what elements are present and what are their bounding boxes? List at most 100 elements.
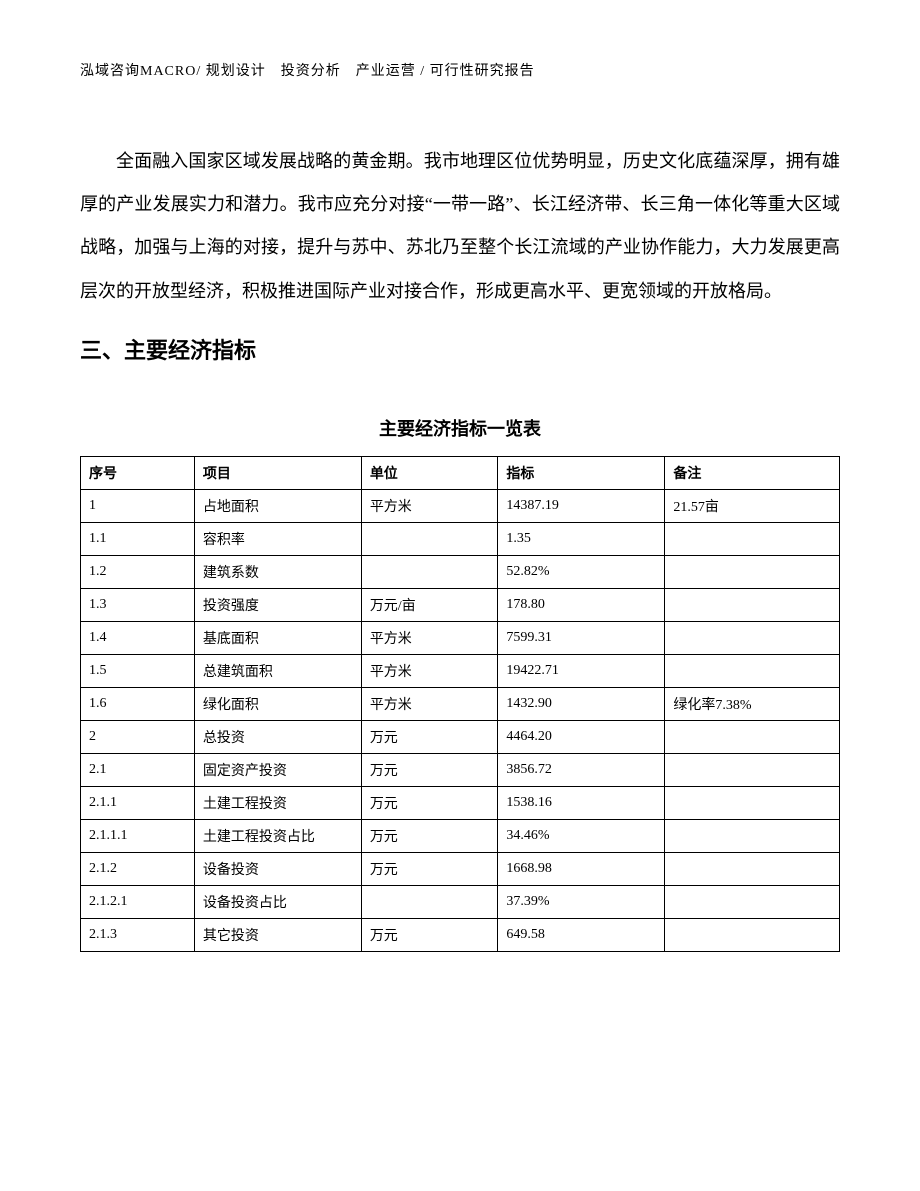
- table-row: 1 占地面积 平方米 14387.19 21.57亩: [81, 489, 840, 522]
- cell-indicator: 34.46%: [498, 819, 665, 852]
- cell-seq: 1.1: [81, 522, 195, 555]
- cell-note: [665, 819, 840, 852]
- table-row: 2.1 固定资产投资 万元 3856.72: [81, 753, 840, 786]
- table-row: 2.1.1.1 土建工程投资占比 万元 34.46%: [81, 819, 840, 852]
- cell-indicator: 37.39%: [498, 885, 665, 918]
- table-title-text: 主要经济指标一览表: [379, 419, 541, 439]
- table-row: 1.3 投资强度 万元/亩 178.80: [81, 588, 840, 621]
- col-header-indicator: 指标: [498, 456, 665, 489]
- cell-item: 建筑系数: [194, 555, 361, 588]
- cell-unit: 万元: [361, 918, 498, 951]
- table-row: 2.1.3 其它投资 万元 649.58: [81, 918, 840, 951]
- cell-seq: 2.1.2: [81, 852, 195, 885]
- cell-unit: 平方米: [361, 687, 498, 720]
- cell-indicator: 7599.31: [498, 621, 665, 654]
- cell-note: [665, 786, 840, 819]
- cell-note: [665, 654, 840, 687]
- cell-note: [665, 720, 840, 753]
- cell-indicator: 1.35: [498, 522, 665, 555]
- cell-note: [665, 918, 840, 951]
- cell-seq: 1: [81, 489, 195, 522]
- cell-indicator: 14387.19: [498, 489, 665, 522]
- cell-item: 容积率: [194, 522, 361, 555]
- cell-item: 绿化面积: [194, 687, 361, 720]
- cell-seq: 1.6: [81, 687, 195, 720]
- table-row: 2.1.2 设备投资 万元 1668.98: [81, 852, 840, 885]
- cell-note: 绿化率7.38%: [665, 687, 840, 720]
- cell-unit: 万元: [361, 852, 498, 885]
- cell-item: 总建筑面积: [194, 654, 361, 687]
- table-row: 1.5 总建筑面积 平方米 19422.71: [81, 654, 840, 687]
- cell-item: 占地面积: [194, 489, 361, 522]
- cell-item: 设备投资: [194, 852, 361, 885]
- cell-indicator: 19422.71: [498, 654, 665, 687]
- cell-item: 固定资产投资: [194, 753, 361, 786]
- col-header-unit: 单位: [361, 456, 498, 489]
- section-heading: 三、主要经济指标: [80, 333, 840, 365]
- cell-unit: [361, 885, 498, 918]
- table-row: 1.1 容积率 1.35: [81, 522, 840, 555]
- cell-unit: 平方米: [361, 654, 498, 687]
- cell-seq: 2.1.3: [81, 918, 195, 951]
- cell-unit: 万元: [361, 753, 498, 786]
- cell-indicator: 1668.98: [498, 852, 665, 885]
- section-heading-text: 三、主要经济指标: [80, 338, 256, 363]
- cell-item: 土建工程投资占比: [194, 819, 361, 852]
- cell-note: [665, 522, 840, 555]
- table-row: 2.1.2.1 设备投资占比 37.39%: [81, 885, 840, 918]
- cell-unit: 万元: [361, 819, 498, 852]
- cell-seq: 1.3: [81, 588, 195, 621]
- cell-item: 其它投资: [194, 918, 361, 951]
- table-body: 1 占地面积 平方米 14387.19 21.57亩 1.1 容积率 1.35 …: [81, 489, 840, 951]
- cell-seq: 1.4: [81, 621, 195, 654]
- cell-seq: 2.1: [81, 753, 195, 786]
- table-header-row: 序号 项目 单位 指标 备注: [81, 456, 840, 489]
- cell-indicator: 52.82%: [498, 555, 665, 588]
- cell-unit: 万元: [361, 786, 498, 819]
- cell-item: 基底面积: [194, 621, 361, 654]
- cell-unit: 平方米: [361, 621, 498, 654]
- col-header-item: 项目: [194, 456, 361, 489]
- cell-unit: [361, 522, 498, 555]
- cell-seq: 2.1.1.1: [81, 819, 195, 852]
- cell-indicator: 178.80: [498, 588, 665, 621]
- economic-indicators-table: 序号 项目 单位 指标 备注 1 占地面积 平方米 14387.19 21.57…: [80, 456, 840, 952]
- cell-unit: 平方米: [361, 489, 498, 522]
- body-paragraph: 全面融入国家区域发展战略的黄金期。我市地理区位优势明显，历史文化底蕴深厚，拥有雄…: [80, 140, 840, 313]
- table-row: 1.6 绿化面积 平方米 1432.90 绿化率7.38%: [81, 687, 840, 720]
- cell-item: 设备投资占比: [194, 885, 361, 918]
- cell-indicator: 1432.90: [498, 687, 665, 720]
- cell-note: [665, 852, 840, 885]
- cell-note: 21.57亩: [665, 489, 840, 522]
- cell-seq: 2: [81, 720, 195, 753]
- cell-unit: 万元/亩: [361, 588, 498, 621]
- cell-item: 土建工程投资: [194, 786, 361, 819]
- document-header: 泓域咨询MACRO/ 规划设计 投资分析 产业运营 / 可行性研究报告: [80, 60, 840, 80]
- cell-note: [665, 885, 840, 918]
- cell-indicator: 3856.72: [498, 753, 665, 786]
- cell-seq: 1.5: [81, 654, 195, 687]
- cell-seq: 2.1.2.1: [81, 885, 195, 918]
- cell-item: 投资强度: [194, 588, 361, 621]
- paragraph-text: 全面融入国家区域发展战略的黄金期。我市地理区位优势明显，历史文化底蕴深厚，拥有雄…: [80, 151, 840, 301]
- cell-unit: 万元: [361, 720, 498, 753]
- cell-note: [665, 621, 840, 654]
- table-row: 2 总投资 万元 4464.20: [81, 720, 840, 753]
- table-row: 1.2 建筑系数 52.82%: [81, 555, 840, 588]
- cell-note: [665, 753, 840, 786]
- cell-indicator: 4464.20: [498, 720, 665, 753]
- col-header-seq: 序号: [81, 456, 195, 489]
- col-header-note: 备注: [665, 456, 840, 489]
- cell-seq: 2.1.1: [81, 786, 195, 819]
- table-row: 1.4 基底面积 平方米 7599.31: [81, 621, 840, 654]
- cell-seq: 1.2: [81, 555, 195, 588]
- cell-unit: [361, 555, 498, 588]
- cell-indicator: 649.58: [498, 918, 665, 951]
- table-row: 2.1.1 土建工程投资 万元 1538.16: [81, 786, 840, 819]
- cell-item: 总投资: [194, 720, 361, 753]
- cell-indicator: 1538.16: [498, 786, 665, 819]
- cell-note: [665, 555, 840, 588]
- header-text: 泓域咨询MACRO/ 规划设计 投资分析 产业运营 / 可行性研究报告: [80, 64, 535, 79]
- cell-note: [665, 588, 840, 621]
- table-title: 主要经济指标一览表: [80, 415, 840, 441]
